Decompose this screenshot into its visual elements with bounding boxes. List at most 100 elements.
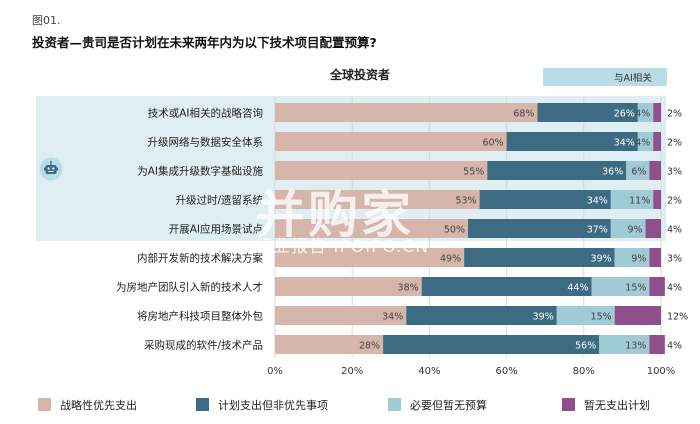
data-label: 49% — [440, 254, 461, 265]
category-label: 技术或AI相关的战略咨询 — [148, 107, 263, 120]
data-label: 36% — [602, 167, 623, 178]
legend-swatch — [388, 398, 401, 411]
bar-segment — [275, 248, 465, 267]
data-label: 15% — [591, 312, 612, 323]
data-label: 68% — [513, 109, 534, 120]
bar-segment — [610, 219, 646, 238]
data-label: 15% — [625, 283, 646, 294]
bar-segment — [556, 306, 615, 325]
data-label: 38% — [398, 283, 419, 294]
x-tick-label: 100% — [647, 366, 676, 377]
data-label: 39% — [533, 312, 554, 323]
data-label: 4% — [635, 109, 650, 120]
data-label: 53% — [455, 196, 476, 207]
data-label: 4% — [667, 341, 682, 352]
bar-segment — [653, 132, 661, 151]
bar-segment — [275, 103, 538, 122]
ai-related-legend-swatch — [543, 68, 667, 86]
category-label: 内部开发新的技术解决方案 — [137, 252, 263, 265]
data-label: 4% — [667, 225, 682, 236]
chart-subtitle: 全球投资者 — [330, 68, 391, 82]
data-label: 11% — [629, 196, 650, 207]
bar-segment — [653, 103, 661, 122]
bar-segment — [649, 277, 665, 296]
data-label: 56% — [575, 341, 596, 352]
data-label: 4% — [635, 138, 650, 149]
bar-segment — [649, 335, 665, 354]
bar-segment — [537, 103, 638, 122]
bar-segment — [599, 335, 650, 354]
data-label: 50% — [444, 225, 465, 236]
legend-label: 暂无支出计划 — [584, 398, 650, 412]
data-label: 3% — [667, 254, 682, 265]
bar-segment — [614, 306, 661, 325]
data-label: 60% — [482, 138, 503, 149]
bar-segment — [275, 306, 407, 325]
bar-segment — [653, 190, 661, 209]
category-label: 为房地产团队引入新的技术人才 — [116, 281, 263, 294]
bar-segment — [406, 306, 557, 325]
x-tick-label: 20% — [341, 366, 363, 377]
bar-segment — [275, 161, 488, 180]
data-label: 34% — [614, 138, 635, 149]
bar-segment — [626, 161, 650, 180]
category-label: 开展AI应用场景试点 — [169, 223, 263, 236]
data-label: 39% — [591, 254, 612, 265]
bar-segment — [649, 161, 661, 180]
bar-segment — [649, 248, 661, 267]
data-label: 28% — [359, 341, 380, 352]
data-label: 12% — [667, 312, 688, 323]
data-label: 2% — [667, 196, 682, 207]
data-label: 9% — [627, 225, 642, 236]
category-label: 升级网络与数据安全体系 — [148, 136, 264, 149]
data-label: 2% — [667, 138, 682, 149]
bar-segment — [614, 248, 650, 267]
figure-label: 图01. — [32, 14, 61, 27]
category-label: 为AI集成升级数字基础设施 — [137, 165, 263, 178]
data-label: 4% — [667, 283, 682, 294]
bar-segment — [275, 277, 422, 296]
bar-segment — [464, 248, 615, 267]
bar-segment — [383, 335, 600, 354]
bar-segment — [637, 132, 654, 151]
x-tick-label: 0% — [267, 366, 283, 377]
data-label: 37% — [587, 225, 608, 236]
legend-swatch — [196, 398, 209, 411]
category-label: 升级过时/遗留系统 — [175, 194, 263, 207]
bar-segment — [487, 161, 627, 180]
data-label: 44% — [567, 283, 588, 294]
legend-label: 必要但暂无预算 — [410, 398, 487, 412]
ai-related-legend-label: 与AI相关 — [614, 73, 652, 84]
legend-swatch — [562, 398, 575, 411]
x-tick-label: 80% — [573, 366, 595, 377]
data-label: 34% — [587, 196, 608, 207]
bar-segment — [637, 103, 654, 122]
bar-segment — [421, 277, 592, 296]
data-label: 26% — [614, 109, 635, 120]
bar-segment — [275, 335, 384, 354]
data-label: 6% — [631, 167, 646, 178]
chart-title: 投资者—贵司是否计划在未来两年内为以下技术项目配置预算? — [32, 35, 377, 50]
data-label: 2% — [667, 109, 682, 120]
x-tick-label: 40% — [418, 366, 440, 377]
category-label: 将房地产科技项目整体外包 — [137, 310, 263, 323]
bar-segment — [610, 190, 654, 209]
data-label: 9% — [631, 254, 646, 265]
bar-segment — [506, 132, 638, 151]
data-label: 34% — [382, 312, 403, 323]
bar-segment — [275, 132, 507, 151]
robot-icon — [39, 157, 63, 181]
bar-segment — [479, 190, 611, 209]
bar-segment — [275, 219, 468, 238]
bar-segment — [645, 219, 661, 238]
category-label: 采购现成的软件/技术产品 — [144, 339, 263, 352]
data-label: 3% — [667, 167, 682, 178]
data-label: 55% — [463, 167, 484, 178]
x-tick-label: 60% — [495, 366, 517, 377]
data-label: 13% — [625, 341, 646, 352]
legend-label: 计划支出但非优先事项 — [218, 398, 328, 412]
bar-segment — [275, 190, 480, 209]
legend-swatch — [38, 398, 51, 411]
bar-segment — [591, 277, 650, 296]
